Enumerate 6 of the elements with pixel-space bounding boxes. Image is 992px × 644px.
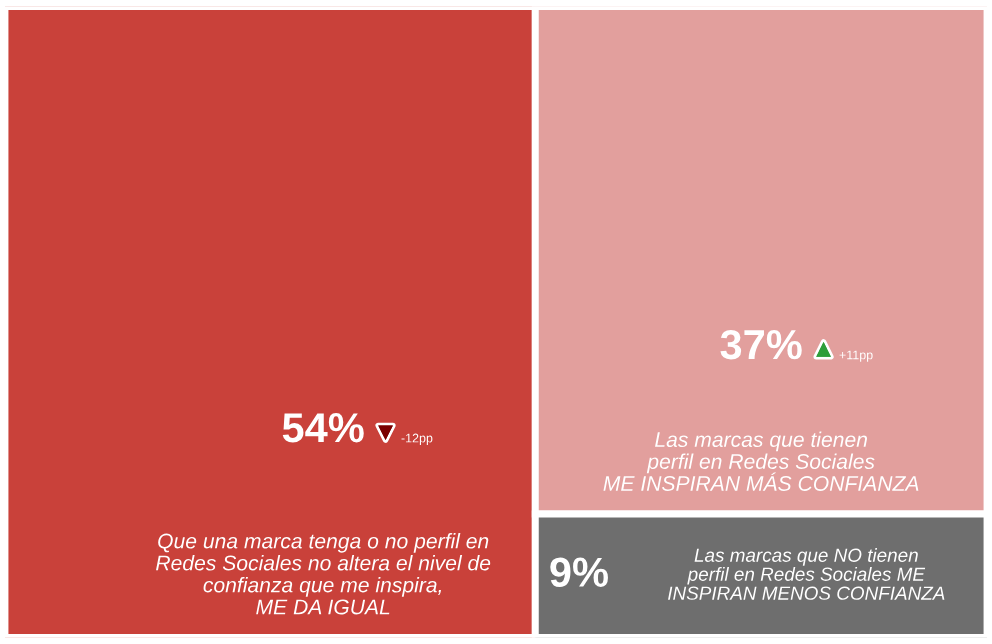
category-label: Las marcas que tienen perfil en Redes Sociales ME INSPIRAN MÁS CONFIANZA	[603, 431, 919, 491]
data-label: 54%	[282, 413, 364, 443]
data-label: 37%	[720, 329, 802, 360]
data-label: 9%	[550, 557, 608, 587]
category-label: Que una marca tenga o no perfil en Redes Sociales no altera el nivel de confianza que me inspira, ME DA IGUAL	[156, 533, 491, 615]
category-label: Las marcas que NO tienen perfil en Redes Sociales ME INSPIRAN MENOS CONFIANZA	[668, 548, 945, 600]
